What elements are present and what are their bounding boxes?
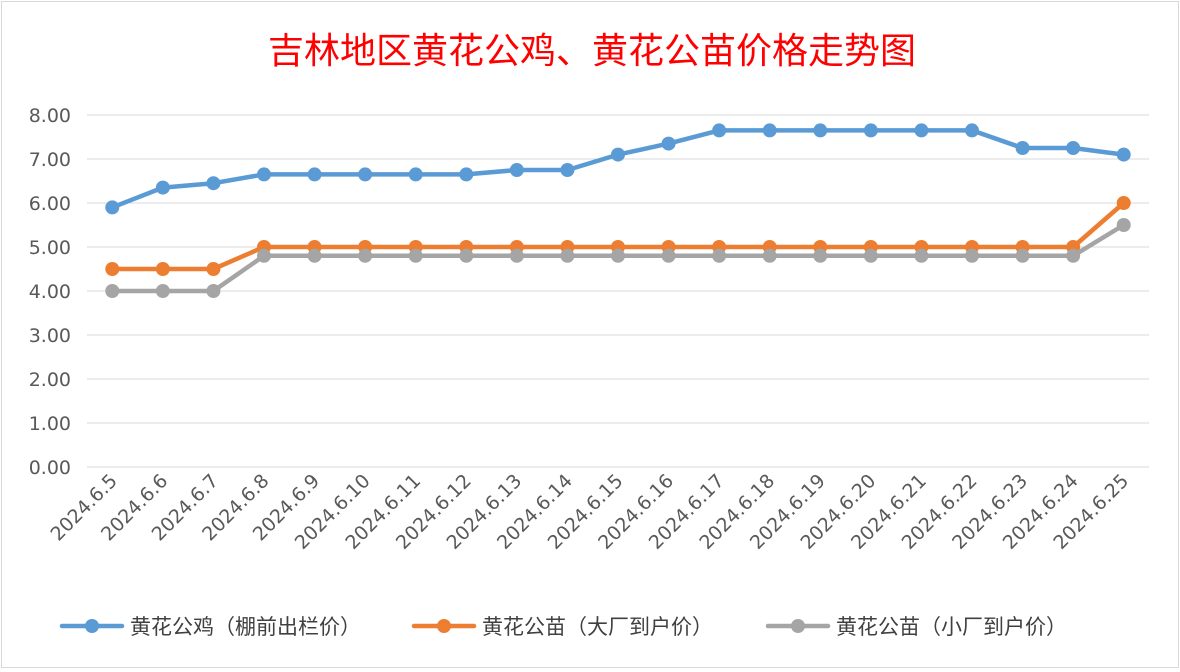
data-point xyxy=(1116,147,1131,162)
data-point xyxy=(813,123,828,138)
data-point xyxy=(661,136,676,151)
data-point xyxy=(661,248,676,263)
legend-label: 黄花公苗（小厂到户价） xyxy=(836,615,1067,639)
series-3 xyxy=(105,218,1131,298)
data-point xyxy=(1066,141,1081,155)
series-lines xyxy=(105,123,1131,298)
data-point xyxy=(1116,218,1131,232)
y-tick-label: 7.00 xyxy=(29,149,71,171)
x-axis-ticks: 2024.6.52024.6.62024.6.72024.6.82024.6.9… xyxy=(46,470,1133,554)
data-point xyxy=(105,262,120,276)
y-tick-label: 3.00 xyxy=(29,325,71,347)
data-point xyxy=(206,284,221,298)
data-point xyxy=(307,167,322,182)
data-point xyxy=(914,248,929,263)
y-tick-label: 6.00 xyxy=(29,193,71,215)
data-point xyxy=(105,284,120,298)
data-point xyxy=(611,248,625,263)
y-tick-label: 0.00 xyxy=(29,457,71,479)
data-point xyxy=(408,248,423,263)
legend-marker xyxy=(791,619,805,633)
y-tick-label: 5.00 xyxy=(29,237,71,259)
legend-item: 黄花公苗（大厂到户价） xyxy=(411,615,713,639)
data-point xyxy=(155,284,170,298)
data-point xyxy=(358,248,373,263)
y-tick-label: 2.00 xyxy=(29,369,71,391)
data-point xyxy=(257,248,271,263)
legend-label: 黄花公苗（大厂到户价） xyxy=(482,615,713,639)
data-point xyxy=(914,123,929,138)
grid-lines xyxy=(87,114,1149,468)
legend-marker xyxy=(437,619,451,633)
legend: 黄花公鸡（棚前出栏价） 黄花公苗（大厂到户价） 黄花公苗（小厂到户价） xyxy=(59,615,1067,639)
data-point xyxy=(155,180,170,195)
data-point xyxy=(712,123,727,138)
legend-label: 黄花公鸡（棚前出栏价） xyxy=(130,615,361,639)
data-point xyxy=(863,123,878,138)
data-point xyxy=(155,262,170,276)
data-point xyxy=(105,200,120,215)
data-point xyxy=(1116,196,1131,210)
y-tick-label: 8.00 xyxy=(29,105,71,127)
data-point xyxy=(206,176,221,191)
data-point xyxy=(611,147,625,162)
data-point xyxy=(560,248,575,263)
y-tick-label: 1.00 xyxy=(29,413,71,435)
data-point xyxy=(509,163,524,177)
data-point xyxy=(965,123,979,138)
data-point xyxy=(459,248,474,263)
legend-marker xyxy=(85,619,99,633)
data-point xyxy=(509,248,524,263)
legend-item: 黄花公苗（小厂到户价） xyxy=(765,615,1067,639)
data-point xyxy=(307,248,322,263)
y-axis-ticks: 0.00 1.00 2.00 3.00 4.00 5.00 6.00 7.00 8.00 xyxy=(29,105,71,479)
data-point xyxy=(1015,248,1030,263)
data-point xyxy=(257,167,271,182)
series-2 xyxy=(105,196,1131,276)
data-point xyxy=(712,248,727,263)
data-point xyxy=(762,123,777,138)
y-tick-label: 4.00 xyxy=(29,281,71,303)
data-point xyxy=(206,262,221,276)
data-point xyxy=(762,248,777,263)
legend-item: 黄花公鸡（棚前出栏价） xyxy=(59,615,361,639)
data-point xyxy=(863,248,878,263)
data-point xyxy=(560,163,575,177)
data-point xyxy=(813,248,828,263)
data-point xyxy=(459,167,474,182)
series-1 xyxy=(105,123,1131,215)
data-point xyxy=(1066,248,1081,263)
data-point xyxy=(1015,141,1030,155)
data-point xyxy=(408,167,423,182)
chart-title: 吉林地区黄花公鸡、黄花公苗价格走势图 xyxy=(268,31,916,72)
data-point xyxy=(965,248,979,263)
data-point xyxy=(358,167,373,182)
